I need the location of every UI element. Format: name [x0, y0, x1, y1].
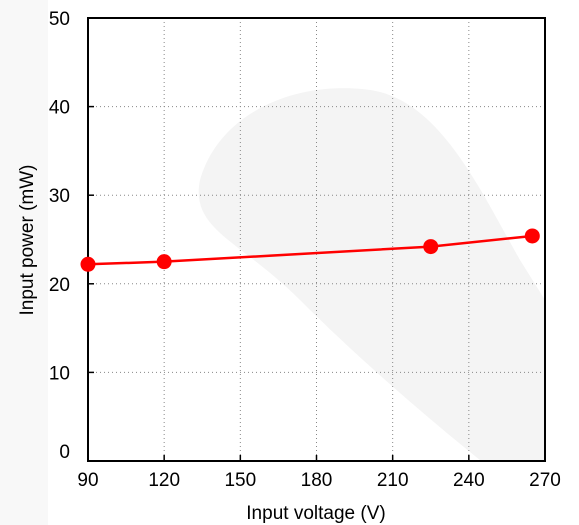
y-tick-label: 0	[59, 442, 70, 463]
y-tick-label: 50	[49, 9, 70, 30]
x-axis-ticks: 90 120 150 180 210 240 270	[77, 455, 561, 491]
y-tick-label: 10	[49, 363, 70, 384]
data-point	[423, 239, 439, 255]
y-tick-label: 20	[49, 275, 70, 296]
data-point	[524, 228, 540, 244]
y-axis-title: Input power (mW)	[17, 165, 38, 316]
series-layer	[80, 228, 540, 272]
series-line	[87, 234, 533, 266]
x-tick-label: 210	[377, 470, 409, 491]
x-tick-label: 150	[224, 470, 256, 491]
x-tick-label: 270	[529, 470, 561, 491]
y-axis-ticks: 0 10 20 30 40 50	[49, 9, 94, 463]
data-point	[80, 256, 96, 272]
data-point	[156, 254, 172, 270]
x-tick-label: 120	[148, 470, 180, 491]
y-tick-label: 40	[49, 98, 70, 119]
grid-lines	[88, 18, 545, 461]
x-tick-label: 90	[77, 470, 98, 491]
x-tick-label: 240	[453, 470, 485, 491]
y-tick-label: 30	[49, 186, 70, 207]
background-watermark	[198, 88, 545, 460]
x-axis-title: Input voltage (V)	[246, 503, 385, 524]
x-tick-label: 180	[301, 470, 333, 491]
